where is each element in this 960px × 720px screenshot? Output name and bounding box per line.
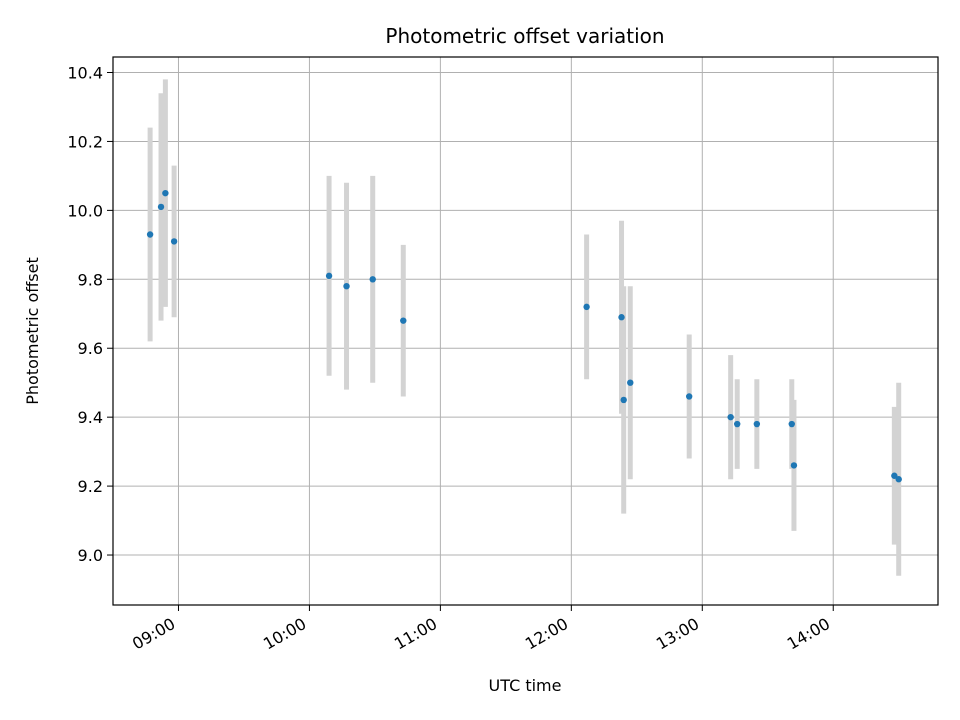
y-tick-label: 9.4 (78, 408, 103, 427)
data-point (343, 282, 350, 290)
data-point (146, 231, 154, 238)
y-tick-label: 9.0 (78, 546, 103, 565)
data-point (734, 420, 741, 428)
data-point (895, 476, 902, 483)
data-points (146, 189, 902, 483)
data-point (627, 379, 634, 386)
data-point (400, 317, 407, 324)
data-point (790, 462, 798, 469)
data-point (788, 420, 795, 428)
x-axis-label: UTC time (489, 676, 562, 695)
data-point (157, 203, 165, 211)
data-point (369, 276, 376, 283)
data-point (685, 393, 693, 400)
y-axis-label: Photometric offset (23, 257, 42, 405)
chart-title: Photometric offset variation (385, 24, 664, 48)
y-tick-label: 9.2 (78, 477, 103, 496)
y-tick-label: 10.4 (67, 64, 103, 83)
data-point (618, 314, 625, 321)
data-point (325, 272, 333, 280)
y-tick-label: 10.0 (67, 201, 103, 220)
data-point (891, 472, 898, 479)
data-point (162, 189, 169, 197)
y-tick-label: 9.6 (78, 339, 103, 358)
data-point (753, 420, 761, 428)
grid (113, 57, 938, 605)
data-point (727, 413, 734, 421)
data-point (170, 238, 178, 245)
data-point (583, 303, 590, 311)
y-tick-label: 9.8 (78, 270, 103, 289)
data-point (620, 396, 627, 404)
plot-frame (112, 56, 939, 606)
y-tick-label: 10.2 (67, 132, 103, 151)
